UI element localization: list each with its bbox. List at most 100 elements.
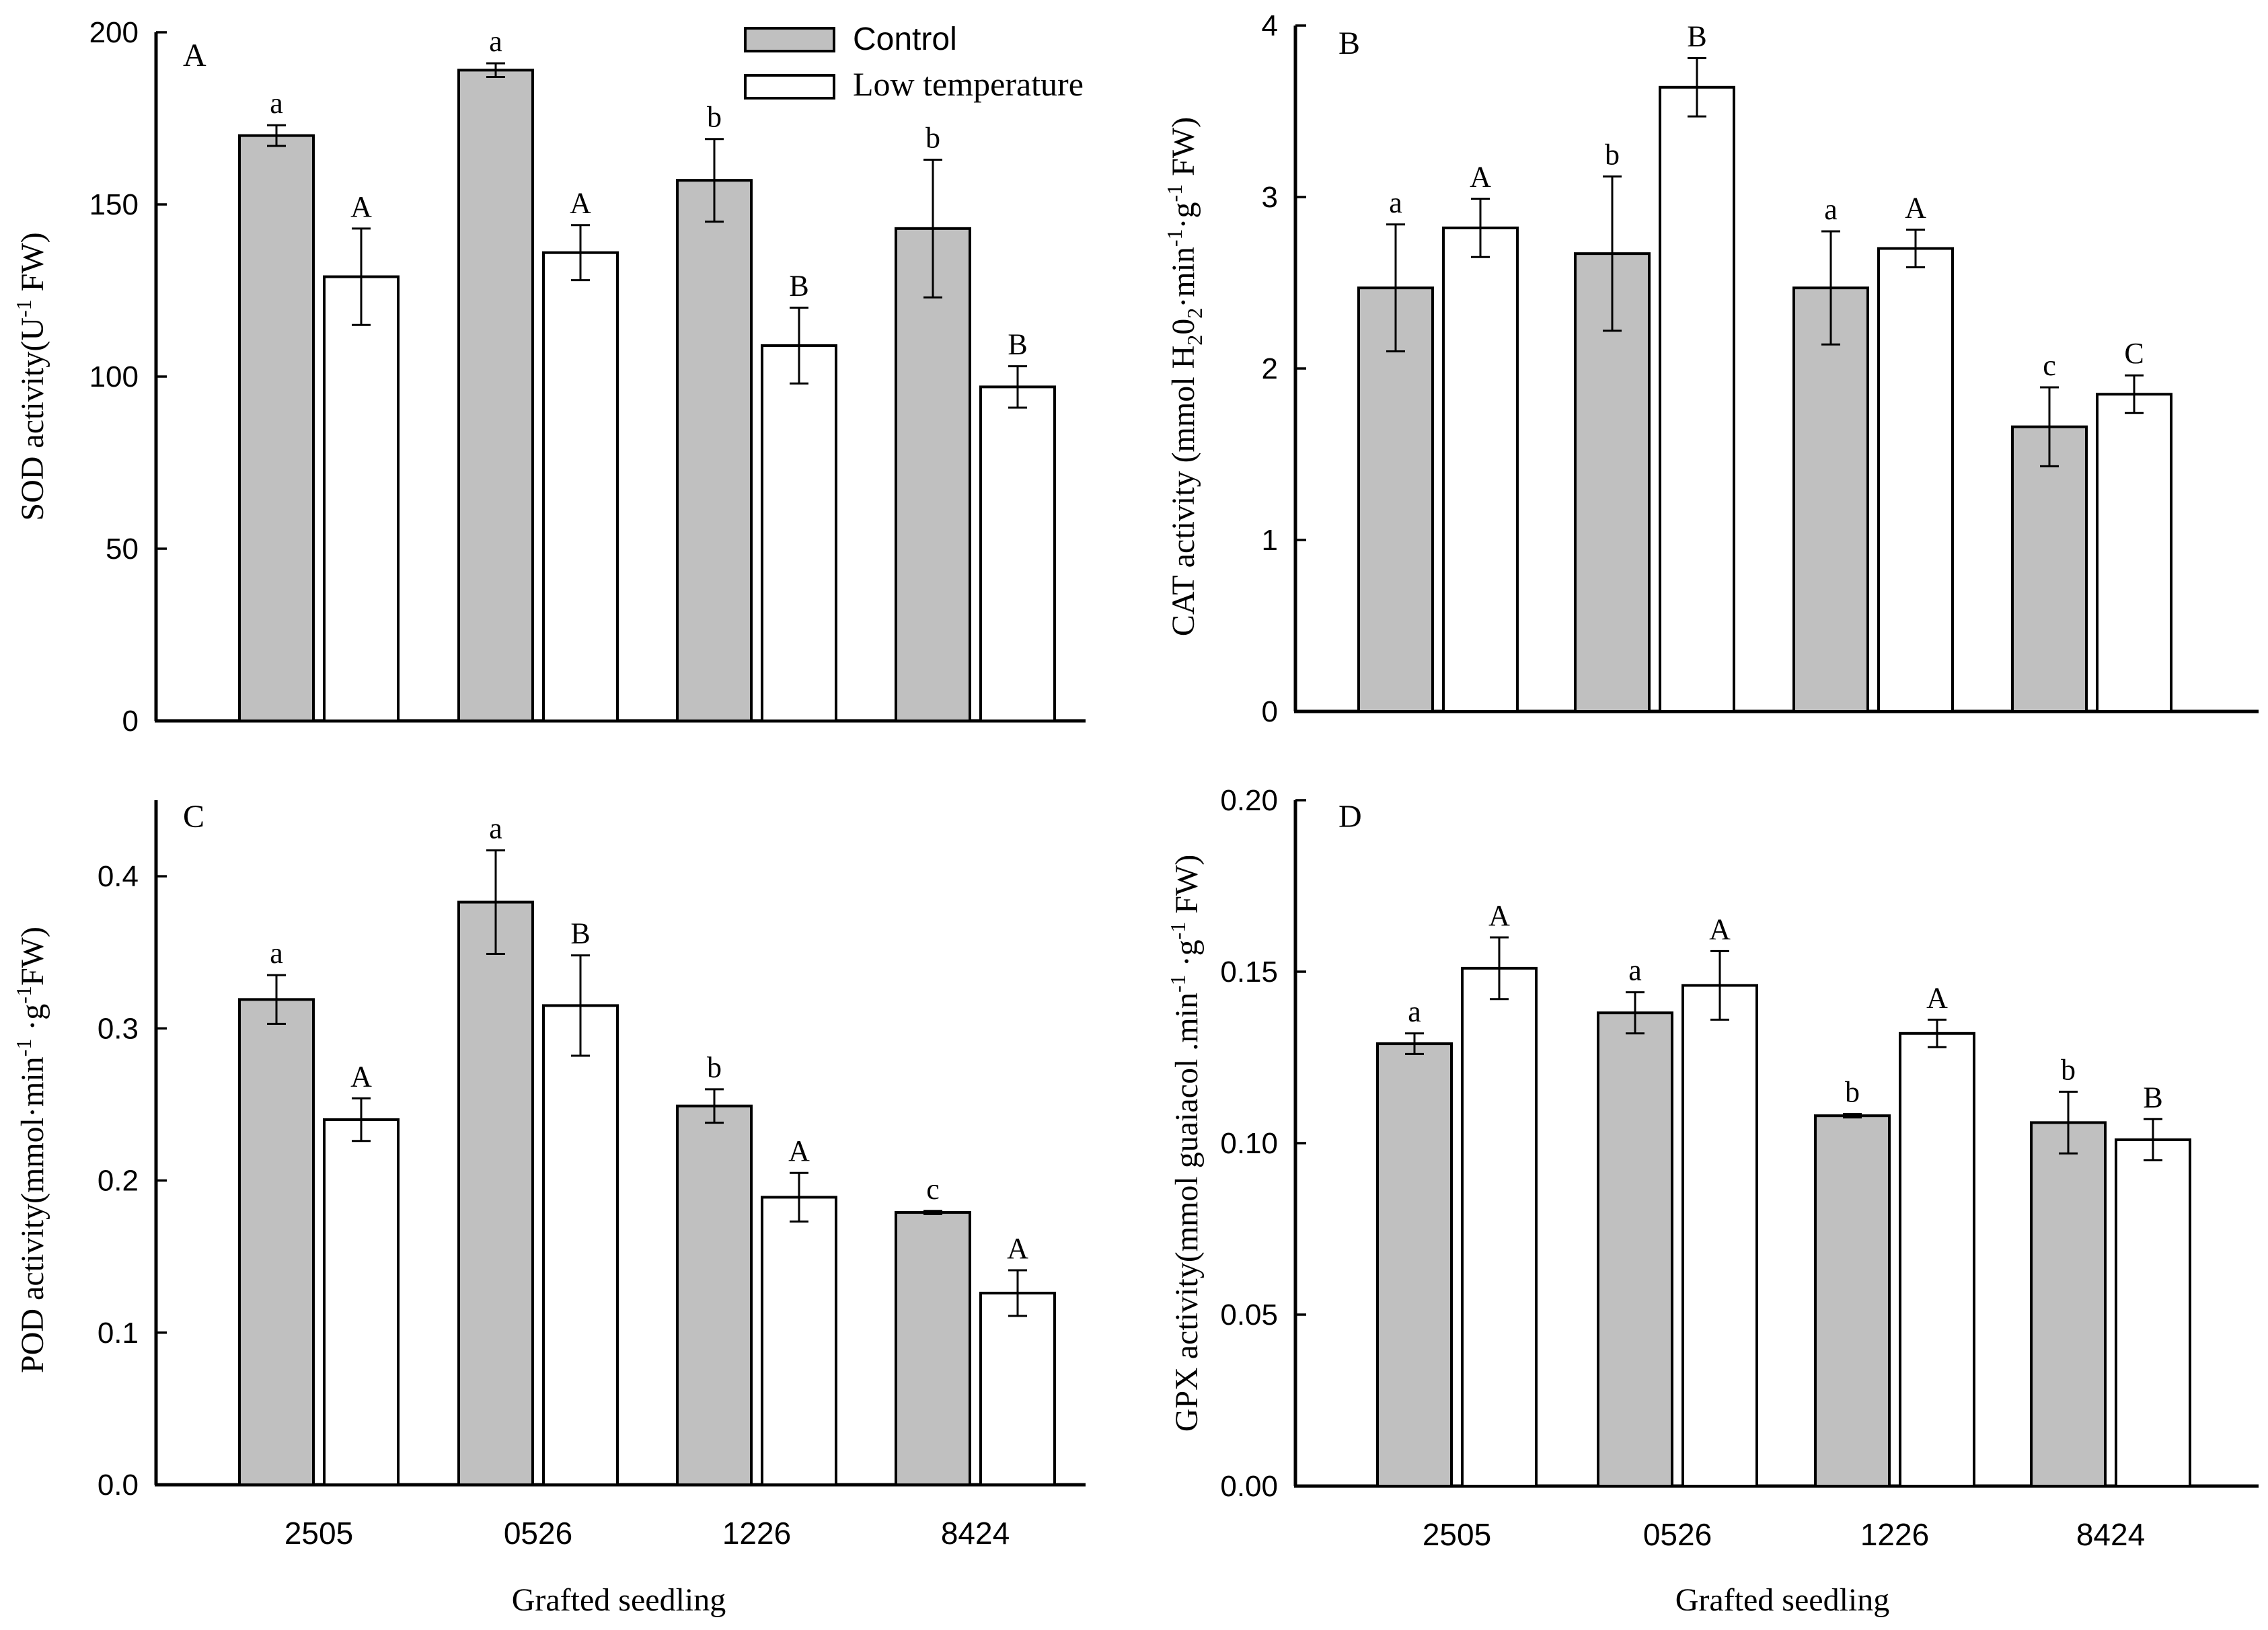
y-axis-title-part: -1 <box>11 1039 36 1057</box>
x-tick-label: 2505 <box>1423 1517 1491 1552</box>
panel-letter: A <box>183 38 206 73</box>
significance-label: a <box>489 25 502 58</box>
bar-control-1226 <box>1792 286 1869 713</box>
y-tick-label: 0.4 <box>98 860 139 893</box>
x-tick-label: 8424 <box>2076 1517 2145 1552</box>
legend-swatch-control <box>744 27 835 52</box>
y-axis-title: POD activity(mmol·min-1 ·g-1FW) <box>11 927 50 1373</box>
y-axis-title: GPX activity(mmol guaiacol .min-1 ·g-1 F… <box>1166 855 1205 1432</box>
significance-label: A <box>1488 899 1510 932</box>
bar-low-temperature-2505 <box>1442 226 1519 713</box>
panel-d: 0.00 0.05 0.10 0.15 0.20 Da Aa Ab Ab B 2505 0526 122… <box>1166 784 2259 1618</box>
y-tick-label: 4 <box>1262 9 1278 42</box>
significance-label: A <box>1470 161 1491 194</box>
y-tick-label: 0.15 <box>1220 956 1278 988</box>
significance-label: b <box>2061 1054 2076 1087</box>
y-axis-title-part: -1 <box>1166 974 1190 993</box>
y-tick-label: 0.0 <box>98 1469 139 1502</box>
y-tick-label: 0.2 <box>98 1165 139 1198</box>
x-tick-label: 8424 <box>941 1516 1010 1551</box>
y-axis-title-part: 2 <box>1182 308 1207 319</box>
significance-label: a <box>270 937 283 970</box>
significance-label: c <box>2043 349 2056 382</box>
y-tick-label: 0 <box>1262 695 1278 728</box>
significance-label: A <box>350 190 372 223</box>
bar-control-8424 <box>895 227 971 722</box>
bar-control-0526 <box>457 900 534 1486</box>
bar-control-8424 <box>895 1211 971 1487</box>
significance-label: A <box>1709 913 1731 945</box>
panel-a: 0 50 100 150 200 Aa Aa Ab Bb B SOD activity(U-1 FW… <box>11 16 1086 738</box>
bar-control-2505 <box>1376 1042 1453 1487</box>
y-tick-label: 0 <box>122 705 139 738</box>
significance-label: a <box>1628 954 1642 987</box>
significance-label: B <box>570 917 590 950</box>
y-axis-title-part: ·g <box>1169 939 1205 974</box>
y-axis-title-part: -1 <box>11 986 36 1004</box>
significance-label: b <box>707 101 722 134</box>
y-axis-title: CAT activity (mmol H202·min-1·g-1 FW) <box>1162 117 1207 636</box>
panel-letter: D <box>1338 799 1362 835</box>
bar-control-1226 <box>676 1104 753 1486</box>
significance-label: a <box>1389 186 1402 219</box>
bar-low-temperature-8424 <box>979 385 1056 722</box>
bar-control-2505 <box>238 998 315 1486</box>
significance-label: A <box>1007 1232 1028 1265</box>
significance-label: c <box>926 1173 940 1206</box>
y-axis-title-part: 2 <box>1182 335 1207 346</box>
bar-low-temperature-1226 <box>761 1196 837 1486</box>
x-axis-title: Grafted seedling <box>1675 1582 1890 1618</box>
y-axis-title-part: ·g <box>1166 202 1201 229</box>
significance-label: B <box>789 270 808 303</box>
y-tick-label: 0.20 <box>1220 784 1278 817</box>
significance-label: A <box>350 1060 372 1093</box>
y-axis-title-part: FW) <box>15 232 50 299</box>
y-axis-title-part: SOD activity(U <box>15 317 50 521</box>
panel-letter: C <box>183 799 204 835</box>
significance-label: a <box>270 87 283 120</box>
y-tick-label: 1 <box>1262 524 1278 557</box>
significance-label: b <box>707 1051 722 1084</box>
bar-control-2505 <box>238 134 315 723</box>
significance-label: B <box>1008 328 1027 361</box>
significance-label: A <box>570 187 591 220</box>
bar-low-temperature-1226 <box>761 344 837 722</box>
bar-low-temperature-8424 <box>979 1291 1056 1486</box>
legend: Control Low temperature <box>744 22 1084 103</box>
y-axis-title-part: -1 <box>1162 184 1186 202</box>
y-tick-label: 3 <box>1262 181 1278 214</box>
x-tick-label: 0526 <box>504 1516 572 1551</box>
bar-low-temperature-0526 <box>1681 984 1758 1487</box>
bar-control-1226 <box>1814 1114 1891 1487</box>
y-axis-title-part: ·min <box>1166 247 1201 308</box>
y-axis-title-part: FW) <box>1169 855 1205 922</box>
panel-c: 0.0 0.1 0.2 0.3 0.4 Ca Aa Bb Ac A 2505 0526 1226 8424… <box>11 799 1086 1618</box>
x-axis-title: Grafted seedling <box>512 1582 726 1618</box>
y-axis-title-part: 0 <box>1166 319 1201 335</box>
significance-label: C <box>2124 337 2144 370</box>
bar-control-0526 <box>457 69 534 722</box>
y-axis-title-part: -1 <box>11 299 36 317</box>
y-axis-title-part: CAT activity (mmol H <box>1166 346 1201 636</box>
y-axis-title-part: -1 <box>1162 229 1186 247</box>
y-tick-label: 0.1 <box>98 1317 139 1350</box>
bar-low-temperature-0526 <box>542 251 619 722</box>
bar-low-temperature-8424 <box>2096 393 2172 713</box>
significance-label: b <box>1845 1076 1860 1109</box>
y-tick-label: 2 <box>1262 352 1278 385</box>
y-tick-label: 50 <box>106 533 139 566</box>
y-tick-label: 0.3 <box>98 1012 139 1045</box>
x-tick-label: 2505 <box>285 1516 353 1551</box>
significance-label: a <box>1408 995 1421 1028</box>
significance-label: b <box>1605 138 1620 171</box>
bar-control-8424 <box>2011 425 2088 713</box>
bar-low-temperature-0526 <box>1659 85 1735 713</box>
y-axis-title-part: FW) <box>15 927 50 986</box>
y-axis-title-part: POD activity(mmol·min <box>15 1056 50 1373</box>
y-tick-label: 0.10 <box>1220 1127 1278 1160</box>
significance-label: A <box>1926 981 1948 1014</box>
significance-label: b <box>925 121 940 154</box>
y-axis-title-part: ·g <box>15 1004 50 1039</box>
